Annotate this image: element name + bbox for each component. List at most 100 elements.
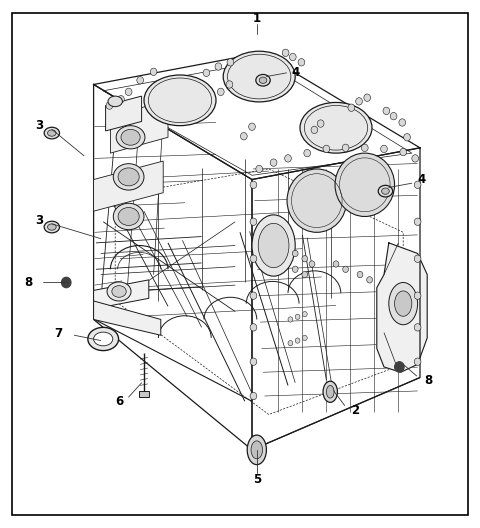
- Ellipse shape: [247, 435, 266, 465]
- Circle shape: [250, 255, 257, 262]
- Ellipse shape: [44, 127, 60, 139]
- Text: 2: 2: [351, 404, 359, 417]
- Circle shape: [302, 256, 308, 262]
- Circle shape: [414, 255, 421, 262]
- Polygon shape: [94, 161, 163, 211]
- Text: 8: 8: [424, 374, 432, 386]
- Circle shape: [364, 94, 371, 101]
- Ellipse shape: [121, 129, 140, 145]
- Circle shape: [342, 144, 349, 152]
- Ellipse shape: [326, 385, 334, 398]
- Text: 1: 1: [253, 12, 261, 25]
- Circle shape: [414, 218, 421, 225]
- Ellipse shape: [116, 126, 145, 149]
- Circle shape: [390, 112, 397, 120]
- Circle shape: [356, 98, 362, 105]
- Ellipse shape: [251, 441, 263, 459]
- Ellipse shape: [113, 203, 144, 230]
- Ellipse shape: [259, 77, 267, 83]
- Ellipse shape: [112, 286, 126, 297]
- Ellipse shape: [48, 224, 56, 230]
- Circle shape: [250, 218, 257, 225]
- Circle shape: [404, 134, 410, 141]
- Circle shape: [249, 123, 255, 130]
- Circle shape: [292, 250, 298, 257]
- Circle shape: [333, 261, 339, 267]
- Circle shape: [217, 88, 224, 96]
- Ellipse shape: [94, 332, 113, 346]
- Circle shape: [414, 358, 421, 365]
- Circle shape: [414, 181, 421, 188]
- Circle shape: [118, 96, 124, 103]
- Text: 7: 7: [55, 327, 62, 340]
- Circle shape: [256, 165, 263, 173]
- Ellipse shape: [335, 153, 395, 216]
- Polygon shape: [94, 301, 161, 335]
- Circle shape: [298, 59, 305, 66]
- Circle shape: [395, 362, 404, 372]
- Circle shape: [226, 81, 233, 88]
- Circle shape: [302, 335, 307, 341]
- Circle shape: [288, 341, 293, 346]
- Circle shape: [317, 120, 324, 127]
- Ellipse shape: [107, 282, 131, 301]
- Circle shape: [343, 266, 348, 272]
- Ellipse shape: [108, 96, 122, 107]
- Text: 3: 3: [36, 119, 43, 132]
- Ellipse shape: [48, 130, 56, 136]
- Circle shape: [304, 149, 311, 157]
- Ellipse shape: [389, 282, 418, 325]
- Circle shape: [414, 292, 421, 299]
- Ellipse shape: [323, 381, 337, 402]
- Circle shape: [323, 145, 330, 153]
- Polygon shape: [94, 280, 149, 309]
- Circle shape: [250, 392, 257, 400]
- Circle shape: [400, 148, 407, 156]
- Ellipse shape: [118, 208, 139, 225]
- Circle shape: [361, 144, 368, 152]
- Circle shape: [399, 119, 406, 126]
- Polygon shape: [110, 100, 168, 153]
- Circle shape: [383, 107, 390, 115]
- Ellipse shape: [382, 188, 389, 194]
- Circle shape: [240, 133, 247, 140]
- Circle shape: [367, 277, 372, 283]
- Circle shape: [292, 266, 298, 272]
- Ellipse shape: [144, 75, 216, 126]
- Circle shape: [203, 69, 210, 77]
- Ellipse shape: [300, 102, 372, 153]
- Circle shape: [250, 181, 257, 188]
- Circle shape: [61, 277, 71, 288]
- Text: 8: 8: [24, 276, 33, 289]
- Circle shape: [250, 358, 257, 365]
- Circle shape: [302, 312, 307, 317]
- Circle shape: [250, 292, 257, 299]
- Circle shape: [215, 63, 222, 70]
- Circle shape: [137, 77, 144, 84]
- Polygon shape: [139, 391, 149, 397]
- Ellipse shape: [88, 327, 119, 351]
- Circle shape: [311, 126, 318, 134]
- Ellipse shape: [395, 291, 412, 316]
- Ellipse shape: [256, 74, 270, 86]
- Circle shape: [357, 271, 363, 278]
- Ellipse shape: [258, 223, 289, 268]
- Ellipse shape: [223, 51, 295, 102]
- Ellipse shape: [118, 168, 139, 186]
- Text: 3: 3: [36, 214, 43, 227]
- Circle shape: [270, 159, 277, 166]
- Circle shape: [302, 271, 308, 278]
- Circle shape: [412, 155, 419, 162]
- Ellipse shape: [378, 185, 393, 197]
- Ellipse shape: [113, 164, 144, 190]
- Circle shape: [125, 88, 132, 96]
- Circle shape: [250, 324, 257, 331]
- Text: 5: 5: [252, 473, 261, 486]
- Circle shape: [282, 49, 289, 56]
- Circle shape: [348, 104, 355, 111]
- Ellipse shape: [252, 215, 295, 276]
- Circle shape: [309, 261, 315, 267]
- Text: 4: 4: [291, 67, 300, 79]
- Circle shape: [227, 59, 234, 66]
- Circle shape: [106, 102, 113, 109]
